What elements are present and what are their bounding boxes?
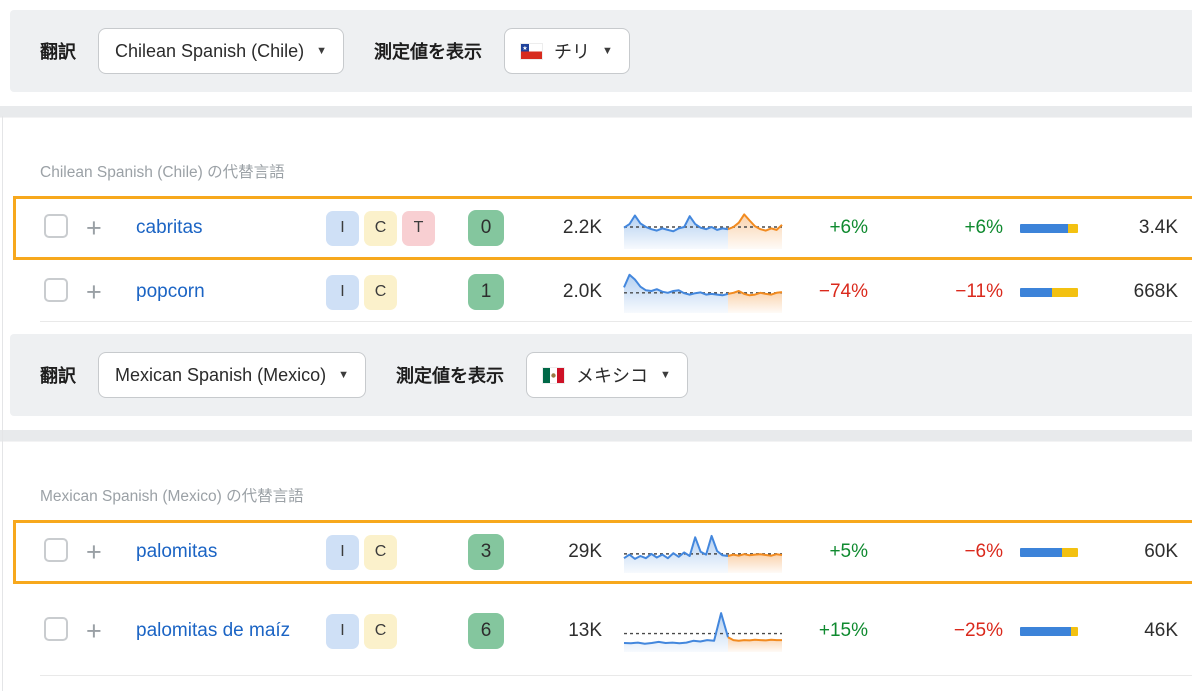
trend-sparkline <box>623 273 783 313</box>
traffic-share-bar <box>1020 547 1078 557</box>
trend-sparkline <box>623 213 783 249</box>
change-percent-secondary: −25% <box>953 620 1003 641</box>
language-dropdown-value: Mexican Spanish (Mexico) <box>115 364 327 385</box>
chevron-down-icon: ▼ <box>338 368 349 381</box>
section-separator <box>0 106 1192 117</box>
svg-text:★: ★ <box>522 44 527 51</box>
traffic-share-blue-segment <box>1020 626 1072 636</box>
serp-badge-c: C <box>364 210 397 246</box>
keyword-difficulty-badge: 0 <box>468 210 504 246</box>
language-dropdown-value: Chilean Spanish (Chile) <box>115 40 305 61</box>
translations-panel: 翻訳 Chilean Spanish (Chile) ▼ 測定値を表示 ★ チリ… <box>0 10 1192 678</box>
add-keyword-button[interactable]: + <box>86 615 102 646</box>
alternatives-card: Chilean Spanish (Chile) の代替言語 + cabritas… <box>0 117 1192 324</box>
country-dropdown-value: チリ <box>554 42 590 62</box>
row-checkbox[interactable] <box>44 277 68 302</box>
keyword-link[interactable]: palomitas de maíz <box>136 620 291 642</box>
row-checkbox[interactable] <box>44 537 68 562</box>
add-keyword-button[interactable]: + <box>86 212 102 243</box>
serp-badge-i: I <box>326 274 359 310</box>
keyword-difficulty-badge: 3 <box>468 534 504 570</box>
show-metrics-label: 測定値を表示 <box>374 42 482 62</box>
search-volume-value: 2.2K <box>562 217 602 238</box>
language-dropdown[interactable]: Chilean Spanish (Chile) ▼ <box>98 28 344 74</box>
language-dropdown[interactable]: Mexican Spanish (Mexico) ▼ <box>98 352 366 398</box>
serp-badge-i: I <box>326 613 359 649</box>
traffic-value: 60K <box>1144 541 1178 562</box>
traffic-share-blue-segment <box>1020 547 1062 557</box>
change-percent-primary: +5% <box>829 541 868 562</box>
keyword-link[interactable]: popcorn <box>136 281 205 303</box>
keyword-link[interactable]: cabritas <box>136 217 203 239</box>
keyword-link[interactable]: palomitas <box>136 541 218 563</box>
country-flag-icon: ★ <box>521 43 542 59</box>
serp-badge-i: I <box>326 210 359 246</box>
country-dropdown-value: メキシコ <box>575 366 648 386</box>
traffic-share-bar <box>1020 626 1078 636</box>
change-percent-secondary: −6% <box>964 541 1003 562</box>
alternatives-header: Mexican Spanish (Mexico) の代替言語 <box>40 488 304 505</box>
trend-sparkline <box>623 612 782 652</box>
alternatives-header: Chilean Spanish (Chile) の代替言語 <box>40 164 285 181</box>
keyword-difficulty-badge: 1 <box>468 274 504 310</box>
country-dropdown[interactable]: メキシコ ▼ <box>525 352 688 398</box>
country-flag-icon <box>542 367 564 383</box>
section-separator <box>0 430 1192 441</box>
traffic-share-blue-segment <box>1020 223 1069 233</box>
traffic-share-yellow-segment <box>1068 223 1078 233</box>
traffic-share-bar <box>1020 223 1078 233</box>
traffic-share-yellow-segment <box>1051 287 1078 297</box>
translation-label: 翻訳 <box>40 366 76 386</box>
traffic-share-blue-segment <box>1020 287 1052 297</box>
search-volume-value: 2.0K <box>562 281 602 302</box>
row-checkbox[interactable] <box>44 213 68 238</box>
change-percent-primary: −74% <box>818 281 868 302</box>
translation-filter-bar: 翻訳 Mexican Spanish (Mexico) ▼ 測定値を表示 メキシ… <box>10 334 1192 416</box>
change-percent-primary: +15% <box>818 620 868 641</box>
serp-badge-t: T <box>402 210 435 246</box>
chevron-down-icon: ▼ <box>602 44 613 57</box>
traffic-share-bar <box>1020 287 1078 297</box>
trend-sparkline <box>623 534 783 573</box>
show-metrics-label: 測定値を表示 <box>395 366 504 386</box>
serp-badge-c: C <box>364 613 397 649</box>
change-percent-secondary: +6% <box>964 217 1003 238</box>
panel-left-border <box>2 116 3 691</box>
traffic-share-yellow-segment <box>1061 547 1078 557</box>
chevron-down-icon: ▼ <box>659 368 671 381</box>
country-dropdown[interactable]: ★ チリ ▼ <box>504 28 630 74</box>
keyword-difficulty-badge: 6 <box>468 613 504 649</box>
chevron-down-icon: ▼ <box>316 44 327 57</box>
serp-badge-c: C <box>364 274 397 310</box>
change-percent-secondary: −11% <box>955 281 1003 302</box>
serp-badge-i: I <box>326 534 359 570</box>
add-keyword-button[interactable]: + <box>86 276 102 307</box>
row-checkbox[interactable] <box>44 616 68 641</box>
add-keyword-button[interactable]: + <box>86 536 102 567</box>
search-volume-value: 13K <box>568 620 602 641</box>
traffic-share-yellow-segment <box>1071 626 1078 636</box>
traffic-value: 46K <box>1144 620 1178 641</box>
traffic-value: 668K <box>1133 281 1178 302</box>
change-percent-primary: +6% <box>829 217 868 238</box>
translation-filter-bar: 翻訳 Chilean Spanish (Chile) ▼ 測定値を表示 ★ チリ… <box>10 10 1192 92</box>
translation-label: 翻訳 <box>40 42 76 62</box>
alternatives-card: Mexican Spanish (Mexico) の代替言語 + palomit… <box>0 441 1192 678</box>
traffic-value: 3.4K <box>1138 217 1178 238</box>
serp-badge-c: C <box>364 534 397 570</box>
search-volume-value: 29K <box>568 541 602 562</box>
